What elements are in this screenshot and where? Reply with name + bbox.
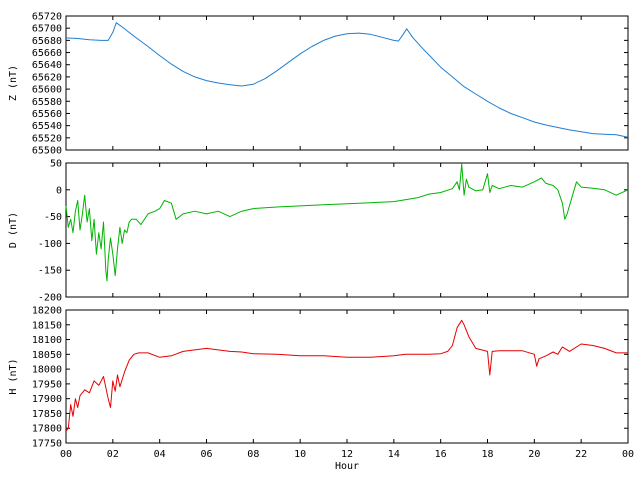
x-tick-label: 20 — [528, 449, 540, 460]
y-tick-label: 18000 — [32, 365, 62, 376]
y-tick-label: 65720 — [32, 12, 62, 23]
series-line-d — [65, 163, 629, 282]
y-tick-label: 18050 — [32, 350, 62, 361]
y-tick-label: 65680 — [32, 36, 62, 47]
y-tick-label: 65620 — [32, 72, 62, 83]
x-tick-label: 08 — [247, 449, 259, 460]
y-tick-label: -150 — [38, 266, 62, 277]
y-tick-label: 65660 — [32, 48, 62, 59]
y-tick-label: 65700 — [32, 24, 62, 35]
x-tick-label: 06 — [200, 449, 212, 460]
x-tick-label: 18 — [481, 449, 493, 460]
y-tick-label: 17900 — [32, 394, 62, 405]
x-tick-label: 12 — [341, 449, 353, 460]
y-tick-label: 65580 — [32, 97, 62, 108]
panel-h: 1775017800178501790017950180001805018100… — [8, 306, 634, 473]
series-line-z — [65, 22, 629, 138]
x-tick-label: 16 — [435, 449, 447, 460]
y-tick-label: -200 — [38, 293, 62, 304]
x-tick-label: 22 — [575, 449, 587, 460]
series-line-h — [65, 319, 628, 432]
x-tick-label: 00 — [60, 449, 72, 460]
y-tick-label: 18200 — [32, 306, 62, 317]
y-tick-label: 65500 — [32, 146, 62, 157]
y-tick-label: 17800 — [32, 424, 62, 435]
y-tick-label: 18150 — [32, 320, 62, 331]
y-tick-label: -50 — [44, 212, 62, 223]
x-axis-label: Hour — [335, 461, 359, 472]
plot-frame-h — [65, 309, 629, 444]
y-tick-label: 65520 — [32, 133, 62, 144]
y-tick-label: 50 — [50, 159, 62, 170]
y-tick-label: 65600 — [32, 85, 62, 96]
x-tick-label: 04 — [154, 449, 166, 460]
x-tick-label: 14 — [388, 449, 400, 460]
y-tick-label: 18100 — [32, 335, 62, 346]
y-axis-label: Z (nT) — [8, 65, 19, 101]
y-tick-label: 17850 — [32, 409, 62, 420]
x-tick-label: 10 — [294, 449, 306, 460]
y-tick-label: 17750 — [32, 439, 62, 450]
y-tick-label: 65560 — [32, 109, 62, 120]
y-tick-label: 17950 — [32, 379, 62, 390]
plot-frame-d — [65, 162, 629, 298]
x-tick-label: 00 — [622, 449, 634, 460]
y-axis-label: H (nT) — [8, 358, 19, 394]
panel-d: -200 -150 -100 -50 0 50 D (nT) — [8, 159, 629, 304]
y-tick-label: 65540 — [32, 121, 62, 132]
plot-frame-z — [65, 15, 629, 151]
x-tick-label: 02 — [107, 449, 119, 460]
y-tick-label: 0 — [56, 185, 62, 196]
y-tick-label: 65640 — [32, 60, 62, 71]
y-tick-label: -100 — [38, 239, 62, 250]
y-axis-label: D (nT) — [8, 212, 19, 248]
